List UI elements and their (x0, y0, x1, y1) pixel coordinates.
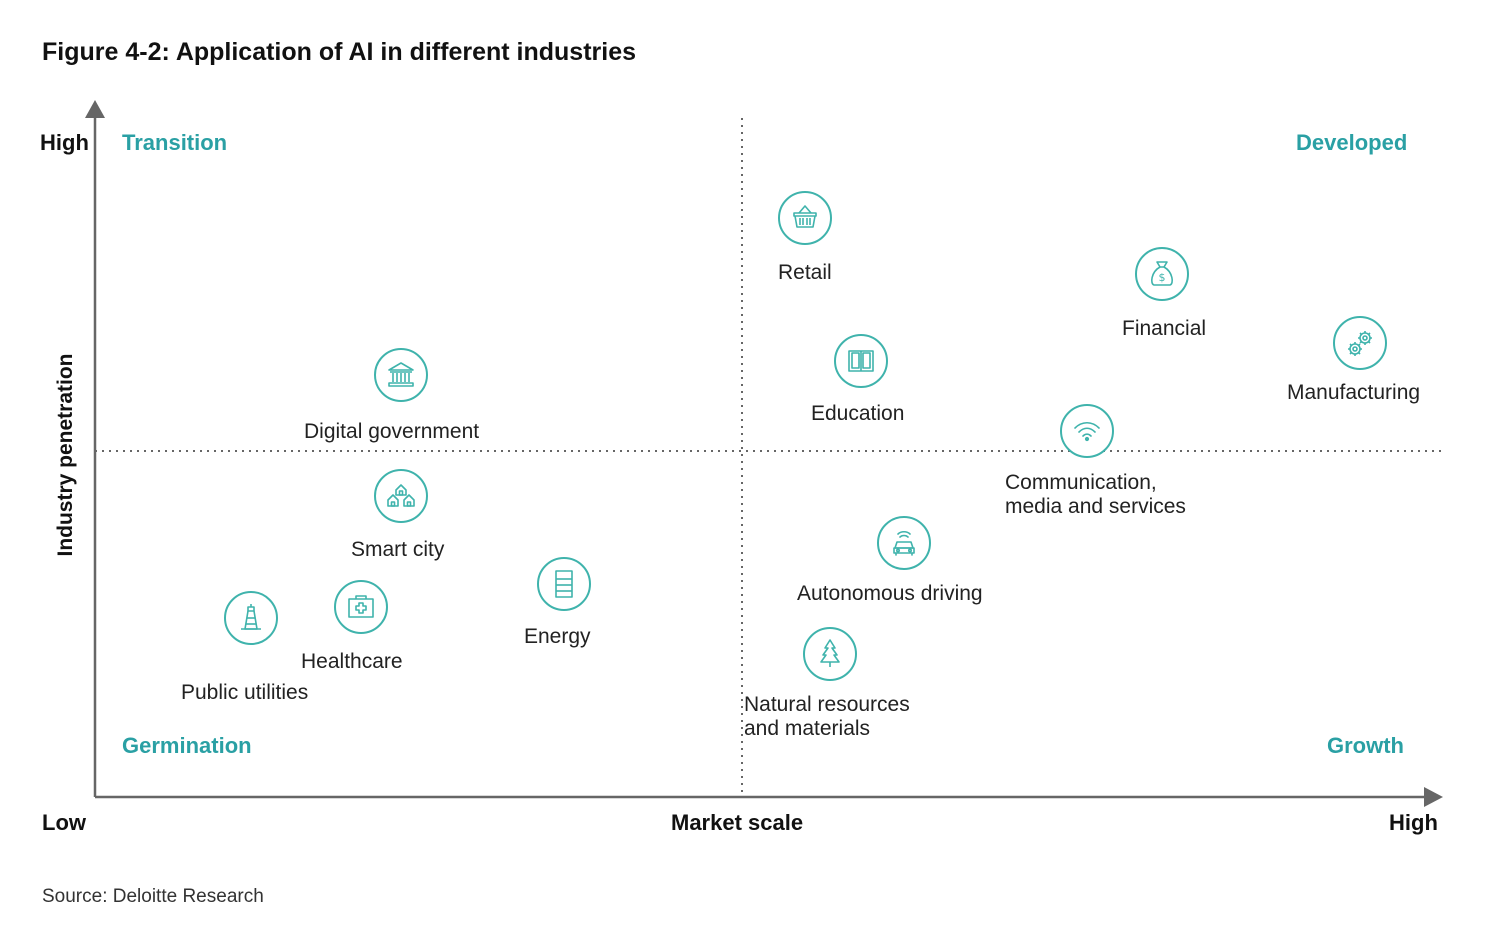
x-axis-high-label: High (1389, 810, 1438, 835)
y-axis-high-label: High (40, 130, 89, 155)
quadrant-developed: Developed (1296, 130, 1408, 155)
basket-icon (778, 191, 832, 245)
industry-label-smart-city: Smart city (351, 538, 445, 561)
y-axis-arrow (85, 100, 105, 118)
government-building-icon (374, 348, 428, 402)
industry-label-communication: Communication, (1005, 471, 1157, 494)
industry-label-retail: Retail (778, 261, 832, 284)
industry-label-energy: Energy (524, 625, 591, 648)
industry-label-communication-line2: media and services (1005, 495, 1186, 518)
industry-label-financial: Financial (1122, 317, 1207, 340)
industry-label-autonomous-driving: Autonomous driving (797, 582, 983, 605)
y-axis-title: Industry penetration (54, 353, 77, 557)
industry-label-education: Education (811, 402, 905, 425)
houses-icon (374, 469, 428, 523)
quadrant-transition: Transition (122, 130, 228, 155)
x-axis-arrow (1424, 787, 1443, 807)
battery-icon (537, 557, 591, 611)
first-aid-kit-icon (334, 580, 388, 634)
car-signal-icon (877, 516, 931, 570)
money-bag-icon: $ (1135, 247, 1189, 301)
industry-label-healthcare: Healthcare (301, 650, 403, 673)
x-axis-title: Market scale (671, 810, 804, 835)
industry-label-natural-resources: Natural resources (744, 693, 910, 716)
quadrant-germination: Germination (122, 733, 252, 758)
x-axis-low-label: Low (42, 810, 86, 835)
lighthouse-icon (224, 591, 278, 645)
quadrant-growth: Growth (1327, 733, 1404, 758)
industry-label-natural-resources-line2: and materials (744, 717, 871, 740)
book-icon (834, 334, 888, 388)
source-note: Source: Deloitte Research (42, 886, 264, 907)
tree-icon (803, 627, 857, 681)
industry-label-digital-government: Digital government (304, 420, 480, 443)
industry-label-manufacturing: Manufacturing (1287, 381, 1421, 404)
wifi-icon (1060, 404, 1114, 458)
gears-icon (1333, 316, 1387, 370)
figure-title: Figure 4-2: Application of AI in differe… (42, 38, 637, 66)
industry-label-public-utilities: Public utilities (181, 681, 309, 704)
svg-text:$: $ (1159, 271, 1166, 284)
